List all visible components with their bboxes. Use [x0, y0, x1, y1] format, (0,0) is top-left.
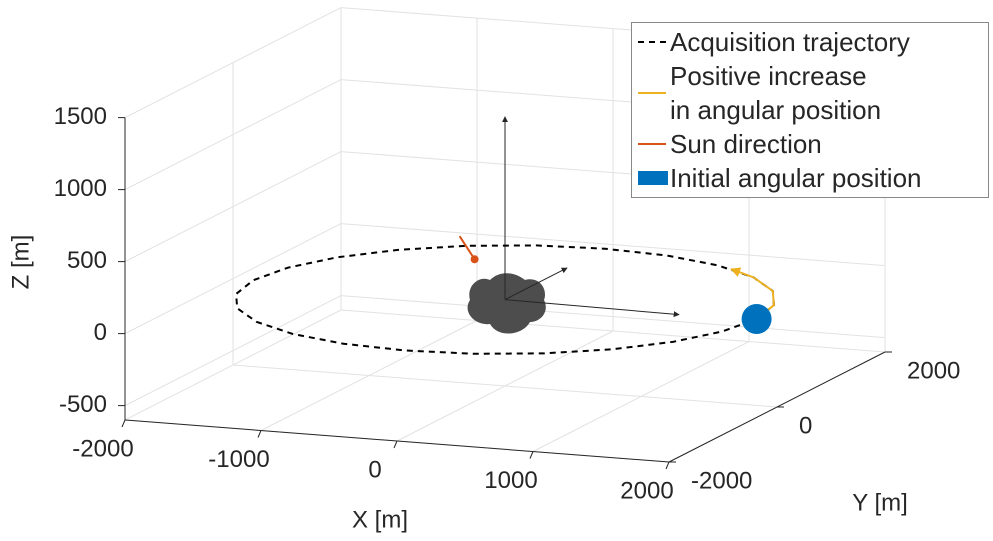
- z-tick-label: -500: [59, 391, 107, 418]
- legend-swatch: [636, 32, 670, 52]
- legend-label: Positive increase in angular position: [670, 59, 881, 127]
- legend-swatch: [636, 168, 670, 188]
- x-tick-label: -1000: [208, 446, 269, 473]
- legend-label: Initial angular position: [670, 161, 922, 195]
- x-tick-label: -2000: [72, 435, 133, 462]
- y-tick-label: 2000: [907, 357, 960, 384]
- z-tick-label: 500: [67, 247, 107, 274]
- x-tick: [530, 452, 533, 459]
- y-tick-label: 0: [799, 412, 812, 439]
- legend-entry: Sun direction: [636, 127, 984, 161]
- y-axis-label: Y [m]: [852, 489, 908, 516]
- series-line: [460, 236, 475, 259]
- legend-swatch: [636, 134, 670, 154]
- legend-entry: Positive increase in angular position: [636, 59, 984, 127]
- z-tick-label: 0: [94, 319, 107, 346]
- x-tick: [258, 431, 261, 438]
- z-tick-label: 1000: [54, 175, 107, 202]
- figure: X [m] Y [m] Z [m] -2000 -1000 0 1000 2000 -20…: [0, 0, 993, 541]
- z-tick-label: 1500: [54, 103, 107, 130]
- legend-swatch: [636, 83, 670, 103]
- x-tick: [666, 462, 669, 469]
- legend-symbol: [638, 171, 668, 185]
- legend-label: Sun direction: [670, 127, 822, 161]
- x-tick-label: 2000: [620, 477, 673, 504]
- x-tick-label: 1000: [484, 467, 537, 494]
- x-tick-label: 0: [368, 456, 381, 483]
- series-end-dot: [471, 255, 479, 263]
- legend-label: Acquisition trajectory: [670, 25, 910, 59]
- y-tick-label: -2000: [691, 467, 752, 494]
- legend-entry: Initial angular position: [636, 161, 984, 195]
- legend-entry: Acquisition trajectory: [636, 25, 984, 59]
- x-tick: [122, 420, 125, 427]
- initial-position-marker: [742, 304, 772, 334]
- x-axis-label: X [m]: [352, 506, 408, 533]
- z-axis-label: Z [m]: [7, 235, 34, 290]
- grid-line: [233, 365, 777, 407]
- x-tick: [394, 441, 397, 448]
